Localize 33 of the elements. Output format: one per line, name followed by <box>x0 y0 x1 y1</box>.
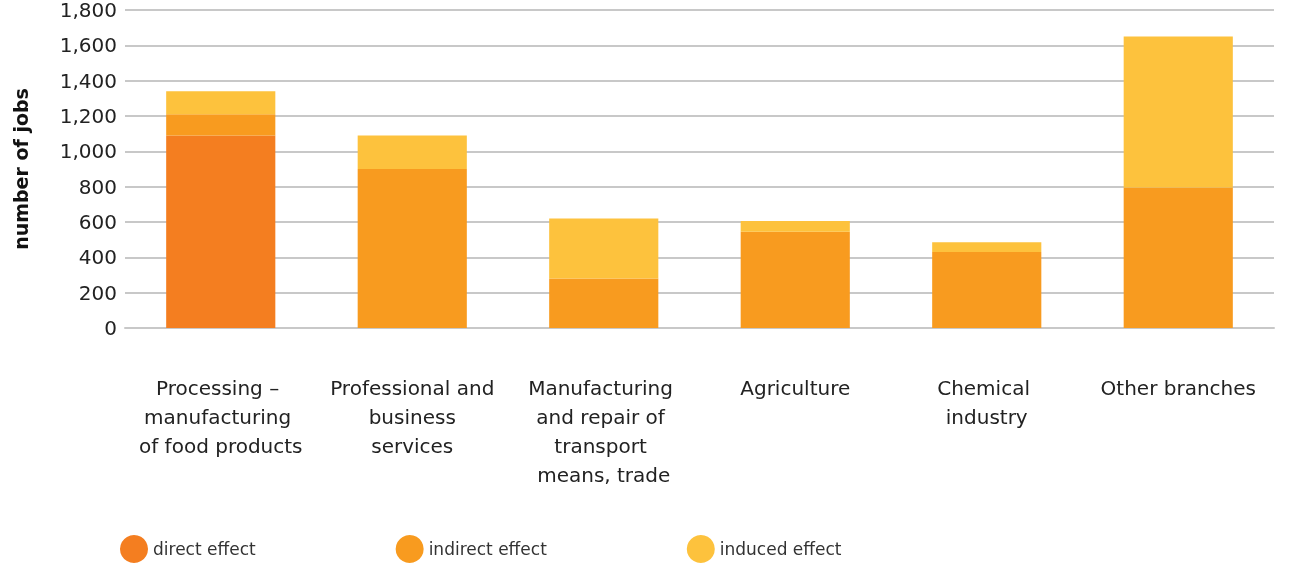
x-tick-label: Chemical industry <box>937 375 1037 429</box>
bar <box>1123 187 1233 328</box>
y-tick-label: 1,400 <box>59 68 117 93</box>
bar <box>166 135 276 328</box>
y-tick-label: 1,000 <box>59 139 117 164</box>
bar <box>932 252 1042 328</box>
bar <box>549 278 659 328</box>
x-tick-label: Processing – manufacturing of food products <box>138 375 303 458</box>
x-tick-label: Professional and business services <box>330 375 495 458</box>
x-tick-label: Other branches <box>1100 375 1256 400</box>
y-tick-label: 800 <box>78 174 117 199</box>
bar <box>740 221 850 232</box>
bar <box>166 91 276 115</box>
legend-label: induced effect <box>719 539 842 559</box>
bar <box>166 114 276 136</box>
legend-label: indirect effect <box>428 539 548 559</box>
y-axis-title: number of jobs <box>9 88 32 250</box>
bar <box>357 135 467 169</box>
y-tick-label: 0 <box>104 316 117 340</box>
y-tick-label: 400 <box>78 245 117 270</box>
x-tick-label: Agriculture <box>740 375 851 400</box>
y-tick-label: 1,800 <box>59 0 117 22</box>
y-tick-label: 1,600 <box>59 33 117 58</box>
bar <box>932 242 1042 253</box>
y-tick-label: 1,200 <box>59 104 117 128</box>
bar <box>1123 36 1233 188</box>
y-tick-label: 200 <box>78 280 117 305</box>
bar <box>357 169 467 328</box>
y-tick-label: 600 <box>78 210 117 234</box>
legend-label: direct effect <box>153 539 256 559</box>
bar <box>740 231 850 328</box>
bar <box>549 218 659 279</box>
x-tick-label: Manufacturing and repair of transport means, trade <box>528 375 680 487</box>
